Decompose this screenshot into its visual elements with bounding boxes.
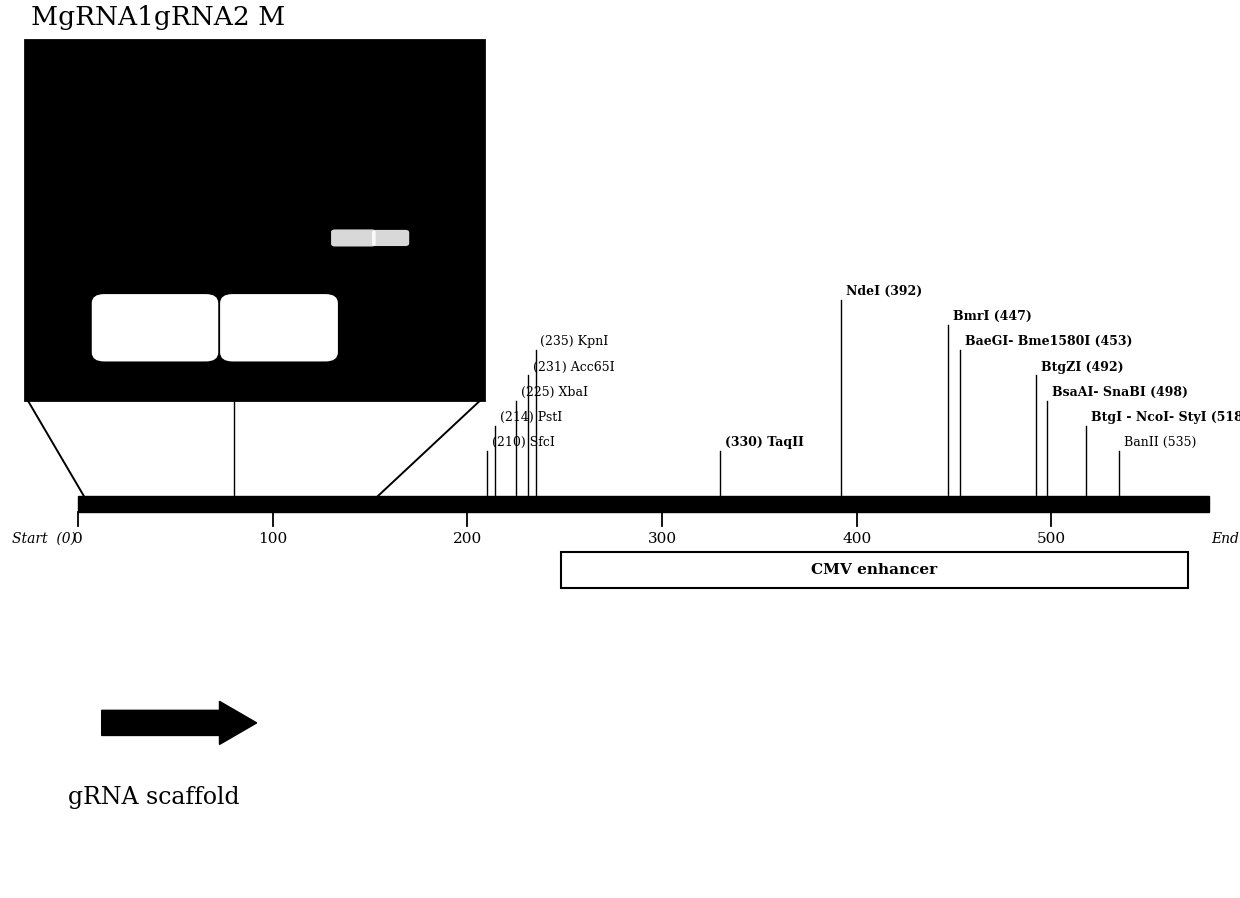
Text: 100: 100 [258, 532, 288, 546]
Bar [78, 496, 1209, 512]
Text: (330) TaqII: (330) TaqII [725, 436, 805, 449]
Text: (231) Acc65I: (231) Acc65I [533, 361, 614, 374]
Text: BtgZI (492): BtgZI (492) [1040, 361, 1123, 374]
Text: BmrI (447): BmrI (447) [954, 311, 1032, 323]
Text: NdeI (392): NdeI (392) [846, 286, 923, 298]
Text: gRNA scaffold: gRNA scaffold [68, 786, 239, 809]
Text: BsaAI- SnaBI (498): BsaAI- SnaBI (498) [1053, 386, 1188, 399]
Text: BbSI: BbSI [239, 361, 269, 374]
Text: MgRNA1gRNA2 M: MgRNA1gRNA2 M [31, 4, 285, 30]
Text: BanII (535): BanII (535) [1125, 436, 1197, 449]
Text: (235) KpnI: (235) KpnI [541, 336, 609, 348]
Text: (225) XbaI: (225) XbaI [521, 386, 588, 399]
Text: Start  (0): Start (0) [11, 532, 76, 546]
Text: 200: 200 [453, 532, 482, 546]
Text: 300: 300 [647, 532, 677, 546]
Text: End  (581): End (581) [1211, 532, 1240, 546]
FancyBboxPatch shape [372, 230, 409, 246]
FancyBboxPatch shape [92, 295, 218, 361]
Text: BtgI - NcoI- StyI (518): BtgI - NcoI- StyI (518) [1091, 411, 1240, 424]
Text: 500: 500 [1037, 532, 1066, 546]
Bar [25, 40, 484, 400]
Text: 0: 0 [73, 532, 83, 546]
FancyBboxPatch shape [221, 295, 337, 361]
Bar [560, 552, 1188, 588]
Text: (214) PstI: (214) PstI [500, 411, 562, 424]
Text: CMV enhancer: CMV enhancer [811, 563, 937, 577]
Text: (210) SfcI: (210) SfcI [492, 436, 554, 449]
FancyBboxPatch shape [331, 229, 376, 246]
Text: BaeGI- Bme1580I (453): BaeGI- Bme1580I (453) [965, 336, 1132, 348]
FancyArrow shape [102, 701, 257, 744]
Text: 400: 400 [842, 532, 872, 546]
